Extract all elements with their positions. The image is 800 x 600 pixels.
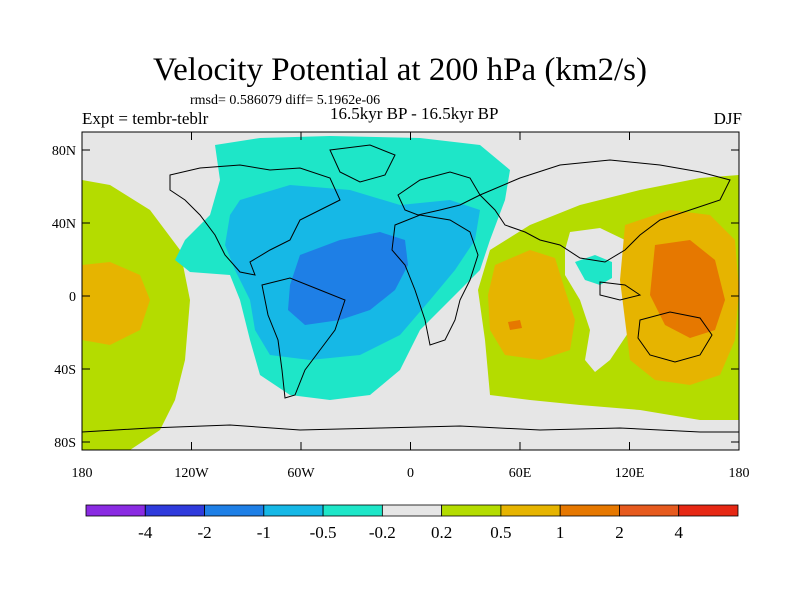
colorbar-swatch (678, 504, 739, 517)
season-label: DJF (713, 109, 742, 128)
indian-ocean-orange-region (488, 250, 575, 360)
colorbar-swatch (381, 504, 443, 517)
colorbar: -4 -2 -1 -0.5 -0.2 0.2 0.5 1 2 4 (85, 504, 739, 542)
lat-tick-0: 0 (69, 290, 76, 305)
colorbar-label: 0.2 (431, 523, 452, 542)
colorbar-swatch (619, 504, 680, 517)
lon-tick-120e: 120E (615, 466, 645, 481)
rmsd-diff-stats: rmsd= 0.586079 diff= 5.1962e-06 (190, 93, 381, 108)
coastlines (82, 144, 739, 433)
experiment-label: Expt = tembr-teblr (82, 109, 209, 128)
colorbar-swatch (204, 504, 265, 517)
lat-tick-80n: 80N (52, 144, 76, 159)
map-panel (82, 132, 739, 450)
colorbar-label: 4 (674, 523, 683, 542)
colorbar-swatch (559, 504, 620, 517)
lon-tick-120w: 120W (174, 466, 209, 481)
colorbar-label: -2 (197, 523, 211, 542)
lon-tick-0: 0 (407, 466, 414, 481)
lat-tick-40s: 40S (54, 363, 76, 378)
madagascar-spot (508, 320, 522, 330)
lat-axis: 80N 40N 0 40S 80S (52, 144, 739, 451)
lon-tick-60w: 60W (287, 466, 315, 481)
lat-tick-80s: 80S (54, 436, 76, 451)
colorbar-label: 0.5 (490, 523, 511, 542)
colorbar-label: -0.5 (310, 523, 337, 542)
lon-axis: 180 120W 60W 0 60E 120E 180 (72, 132, 750, 481)
lon-tick-60e: 60E (509, 466, 532, 481)
colorbar-swatch (85, 504, 146, 517)
colorbar-swatch (263, 504, 324, 517)
chart-title: Velocity Potential at 200 hPa (km2/s) (152, 52, 648, 88)
colorbar-label: -1 (257, 523, 271, 542)
colorbar-swatch (500, 504, 561, 517)
colorbar-swatch (144, 504, 205, 517)
south-america-negative-region (288, 232, 408, 325)
west-pacific-orange-region (82, 262, 150, 345)
colorbar-swatch (322, 504, 383, 517)
lat-tick-40n: 40N (52, 217, 76, 232)
lon-tick-180-east: 180 (729, 466, 750, 481)
colorbar-label: -4 (138, 523, 153, 542)
colorbar-label: 1 (556, 523, 565, 542)
colorbar-label: 2 (615, 523, 624, 542)
lon-tick-180-west: 180 (72, 466, 93, 481)
colorbar-label: -0.2 (369, 523, 396, 542)
maritime-negative-region (575, 255, 612, 285)
west-pacific-strong-region (650, 240, 725, 338)
colorbar-swatch (441, 504, 502, 517)
period-label: 16.5kyr BP - 16.5kyr BP (330, 104, 499, 123)
